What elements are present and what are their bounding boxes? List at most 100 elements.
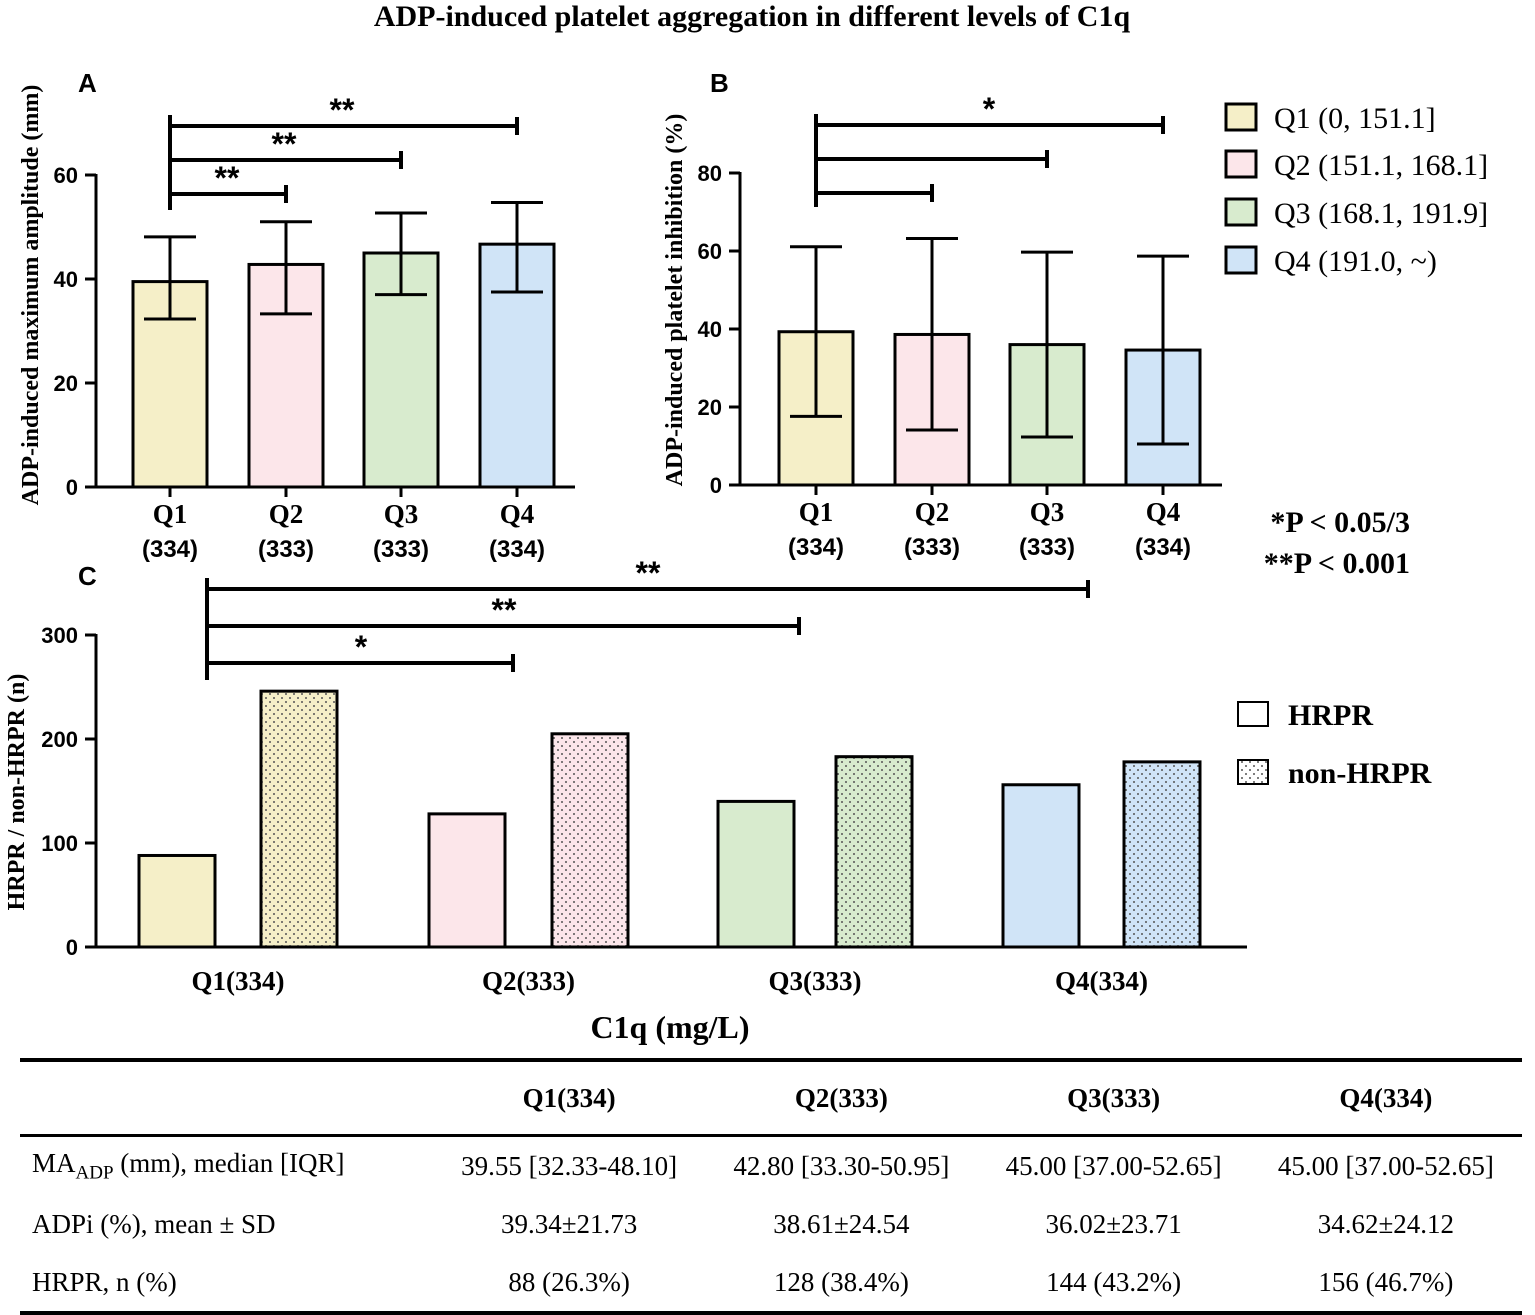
table-cell: 36.02±23.71	[1045, 1208, 1182, 1239]
table-header-row: Q1(334) Q2(333) Q3(333) Q4(334)	[20, 1058, 1522, 1137]
panel-label-a: A	[78, 68, 97, 98]
quartile-legend: Q1 (0, 151.1] Q2 (151.1, 168.1] Q3 (168.…	[1224, 102, 1488, 278]
table-cell: 38.61±24.54	[773, 1208, 910, 1239]
legend-label-q3: Q3 (168.1, 191.9]	[1274, 197, 1488, 230]
table-header-q2: Q2(333)	[705, 1058, 978, 1137]
panel-a-x-tick-n: (334)	[489, 536, 545, 563]
panel-a-y-tick-label: 0	[66, 475, 78, 500]
panel-c-bracket-label: **	[636, 555, 661, 591]
panel-c-x-tick-label: Q4(334)	[1055, 966, 1148, 996]
panel-c-bar-hrpr-q4	[1001, 783, 1081, 949]
legend-label-q2: Q2 (151.1, 168.1]	[1274, 149, 1488, 182]
panel-a-x-tick-label: Q1	[153, 499, 188, 529]
table-cell: 34.62±24.12	[1317, 1208, 1455, 1239]
significance-note-1: *P < 0.05/3	[1270, 506, 1410, 539]
panel-b-x-tick-n: (333)	[904, 534, 960, 561]
panel-a-plot: 0 20 40 60 Q1 (334) Q2 (333) Q3 (333) Q4 (334) ADP-i…	[18, 85, 575, 563]
panel-a-bracket-label: **	[330, 92, 355, 128]
summary-table: Q1(334) Q2(333) Q3(333) Q4(334) MAADP (m…	[20, 1058, 1522, 1315]
table-row: ADPi (%), mean ± SD 39.34±21.73 38.61±24…	[20, 1195, 1522, 1253]
panel-b-x-tick-label: Q2	[915, 497, 950, 527]
panel-b-bracket-label: *	[983, 91, 996, 127]
panel-a-x-tick-label: Q4	[500, 499, 535, 529]
panel-c-y-tick-label: 300	[41, 623, 78, 648]
panel-a-bracket-label: **	[215, 160, 240, 196]
figure-title: ADP-induced platelet aggregation in diff…	[374, 0, 1131, 33]
table-header-q3: Q3(333)	[977, 1058, 1250, 1137]
summary-table-container: Q1(334) Q2(333) Q3(333) Q4(334) MAADP (m…	[20, 1058, 1522, 1315]
legend-swatch-q2	[1224, 149, 1258, 179]
row-label-hrpr: HRPR, n (%)	[20, 1253, 433, 1315]
table-cell: 156 (46.7%)	[1249, 1253, 1522, 1315]
row-label-adpi: ADPi (%), mean ± SD	[32, 1208, 276, 1239]
panel-c-y-axis-label: HRPR / non-HRPR (n)	[4, 674, 30, 911]
row-label-ma-main: MA	[32, 1147, 76, 1178]
panel-c-y-tick-label: 200	[41, 727, 78, 752]
row-label-ma-rest: (mm), median [IQR]	[113, 1147, 345, 1178]
panel-c-bar-non-hrpr-q3	[834, 755, 914, 949]
panel-c-bar-non-hrpr-q1	[259, 689, 339, 949]
legend-swatch-q4	[1224, 245, 1258, 275]
panel-b-y-tick-label: 0	[710, 473, 722, 498]
panel-a-x-tick-n: (333)	[373, 536, 429, 563]
panel-b-y-tick-label: 20	[698, 395, 722, 420]
panel-b-x-tick-n: (334)	[1135, 534, 1191, 561]
table-cell: 45.00 [37.00-52.65]	[1005, 1150, 1222, 1181]
panel-a-y-tick-label: 40	[54, 267, 78, 292]
panel-label-b: B	[710, 68, 729, 98]
row-label-ma-sub: ADP	[75, 1162, 114, 1184]
table-row: HRPR, n (%) 88 (26.3%) 128 (38.4%) 144 (…	[20, 1253, 1522, 1315]
table-header-blank	[20, 1058, 433, 1137]
panel-c-plot: 0 100 200 300 Q1(334) Q2(333) Q3(333) Q4(334) HR…	[4, 555, 1247, 1045]
table-row: MAADP (mm), median [IQR] 39.55 [32.33-48…	[20, 1136, 1522, 1196]
table-cell: 144 (43.2%)	[977, 1253, 1250, 1315]
panel-b-x-tick-n: (334)	[788, 534, 844, 561]
panel-a-x-tick-n: (334)	[142, 536, 198, 563]
panel-c-bar-non-hrpr-q2	[550, 732, 630, 949]
legend-swatch-non-hrpr	[1237, 759, 1269, 785]
panel-c-bracket-label: *	[355, 629, 368, 665]
panel-label-c: C	[78, 561, 97, 591]
panel-a-y-axis-label: ADP-induced maximum amplitude (mm)	[18, 85, 44, 506]
panel-c-bar-hrpr-q2	[427, 812, 507, 949]
hrpr-legend: HRPR non-HRPR	[1237, 699, 1432, 790]
panel-a-y-tick-label: 60	[54, 163, 78, 188]
table-cell: 45.00 [37.00-52.65]	[1277, 1150, 1494, 1181]
table-header-q4: Q4(334)	[1249, 1058, 1522, 1137]
panel-c-bar-hrpr-q3	[716, 799, 796, 949]
panel-a-x-tick-n: (333)	[258, 536, 314, 563]
panel-b-y-tick-label: 80	[698, 161, 722, 186]
panel-b-x-tick-n: (333)	[1019, 534, 1075, 561]
panel-c-y-tick-label: 100	[41, 831, 78, 856]
figure-canvas: ADP-induced platelet aggregation in diff…	[4, 0, 1488, 1045]
panel-c-bar-hrpr-q1	[137, 853, 217, 949]
panel-c-x-axis-label: C1q (mg/L)	[590, 1009, 749, 1045]
table-cell: 42.80 [33.30-50.95]	[733, 1150, 950, 1181]
panel-b-y-tick-label: 60	[698, 239, 722, 264]
panel-b-x-tick-label: Q3	[1030, 497, 1065, 527]
panel-a-y-tick-label: 20	[54, 371, 78, 396]
panel-c-bar-non-hrpr-q4	[1122, 760, 1202, 949]
panel-b-y-tick-label: 40	[698, 317, 722, 342]
table-cell: 88 (26.3%)	[433, 1253, 706, 1315]
panel-a-bracket-label: **	[272, 126, 297, 162]
panel-c-y-tick-label: 0	[66, 935, 78, 960]
panel-c-x-tick-label: Q1(334)	[192, 966, 285, 996]
legend-label-hrpr: HRPR	[1288, 699, 1373, 732]
panel-a-x-tick-label: Q2	[269, 499, 304, 529]
panel-b-plot: 0 20 40 60 80 Q1 (334) Q2 (333) Q3 (333) Q4 (334) ADP…	[662, 91, 1222, 561]
panel-b-x-tick-label: Q4	[1146, 497, 1181, 527]
table-cell: 128 (38.4%)	[705, 1253, 978, 1315]
panel-a-bar-q3	[362, 251, 440, 489]
legend-label-q1: Q1 (0, 151.1]	[1274, 102, 1436, 135]
panel-c-bracket-label: **	[492, 592, 517, 628]
legend-label-q4: Q4 (191.0, ~)	[1274, 245, 1437, 278]
panel-c-x-tick-label: Q2(333)	[482, 966, 575, 996]
table-cell: 39.34±21.73	[500, 1208, 638, 1239]
significance-note-2: **P < 0.001	[1264, 547, 1410, 580]
legend-swatch-q1	[1224, 102, 1258, 132]
legend-swatch-hrpr	[1237, 701, 1269, 727]
panel-a-x-tick-label: Q3	[384, 499, 419, 529]
row-label-ma: MAADP (mm), median [IQR]	[20, 1136, 433, 1196]
panel-b-x-tick-label: Q1	[799, 497, 834, 527]
